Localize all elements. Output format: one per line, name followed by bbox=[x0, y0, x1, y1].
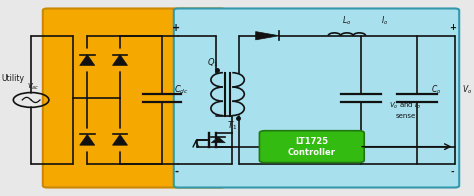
Text: +: + bbox=[172, 23, 180, 33]
Text: $I_o$: $I_o$ bbox=[381, 14, 388, 27]
Text: $V_o$ and $I_o$
sense: $V_o$ and $I_o$ sense bbox=[389, 101, 421, 119]
Text: Utility: Utility bbox=[1, 74, 24, 83]
Text: -: - bbox=[174, 167, 178, 177]
FancyBboxPatch shape bbox=[259, 131, 364, 163]
Text: $V_{ac}$: $V_{ac}$ bbox=[27, 82, 40, 93]
Text: LT1725
Controller: LT1725 Controller bbox=[288, 137, 336, 157]
Text: +: + bbox=[449, 24, 456, 33]
Text: -: - bbox=[450, 167, 454, 176]
Text: $V_o$: $V_o$ bbox=[462, 84, 472, 96]
Text: $T_1$: $T_1$ bbox=[227, 120, 237, 132]
Text: $L_o$: $L_o$ bbox=[342, 14, 352, 27]
Text: $Q_1$: $Q_1$ bbox=[207, 57, 218, 69]
FancyBboxPatch shape bbox=[174, 8, 459, 188]
Polygon shape bbox=[80, 55, 95, 65]
Text: $C_{dc}$: $C_{dc}$ bbox=[174, 84, 189, 96]
Polygon shape bbox=[255, 32, 279, 40]
Polygon shape bbox=[80, 134, 95, 145]
FancyBboxPatch shape bbox=[43, 8, 225, 188]
Polygon shape bbox=[112, 134, 128, 145]
Text: $C_o$: $C_o$ bbox=[431, 84, 441, 96]
Polygon shape bbox=[211, 137, 225, 143]
Polygon shape bbox=[112, 55, 128, 65]
